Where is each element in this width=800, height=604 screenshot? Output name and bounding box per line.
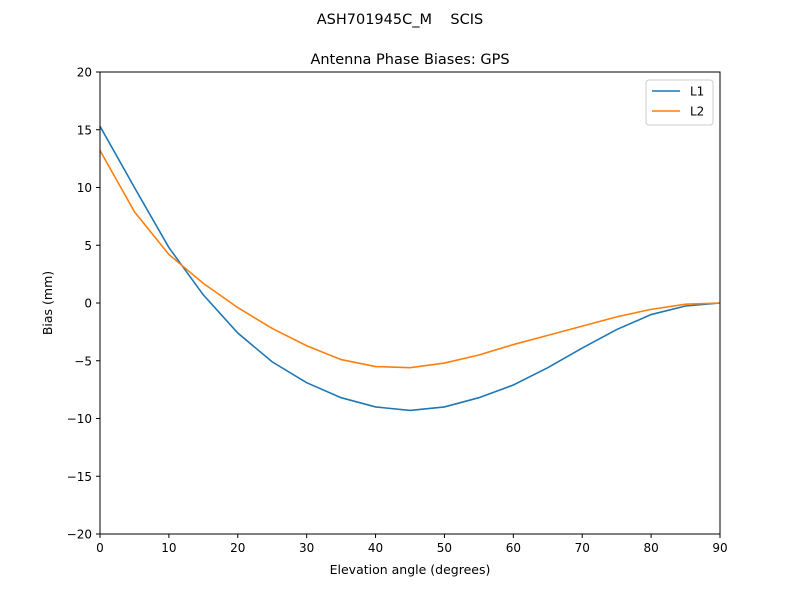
y-tick-label: 10	[77, 181, 92, 195]
y-tick-label: 20	[77, 66, 92, 80]
y-axis-label: Bias (mm)	[40, 271, 55, 335]
series-line-l1	[99, 125, 721, 412]
y-tick-label: 5	[84, 239, 92, 253]
chart-suptitle: ASH701945C_M SCIS	[317, 12, 484, 28]
x-axis-label: Elevation angle (degrees)	[330, 562, 491, 577]
x-tick-label: 0	[96, 541, 104, 555]
x-tick-label: 40	[368, 541, 383, 555]
x-tick-label: 50	[437, 541, 452, 555]
x-tick-label: 30	[299, 541, 314, 555]
y-tick-label: −5	[74, 354, 92, 368]
y-tick-label: −20	[67, 528, 92, 542]
legend-label: L1	[690, 85, 704, 99]
x-tick-label: 20	[230, 541, 245, 555]
y-tick-label: 15	[77, 123, 92, 137]
x-tick-label: 60	[506, 541, 521, 555]
y-tick-label: 0	[84, 297, 92, 311]
legend-label: L2	[690, 105, 704, 119]
chart-title: Antenna Phase Biases: GPS	[310, 52, 509, 68]
y-tick-label: −10	[67, 412, 92, 426]
x-tick-label: 70	[575, 541, 590, 555]
x-tick-label: 90	[712, 541, 727, 555]
y-tick-label: −15	[67, 470, 92, 484]
x-tick-label: 80	[643, 541, 658, 555]
x-tick-label: 10	[161, 541, 176, 555]
series-line-l2	[99, 150, 721, 369]
plot-frame	[99, 71, 721, 535]
